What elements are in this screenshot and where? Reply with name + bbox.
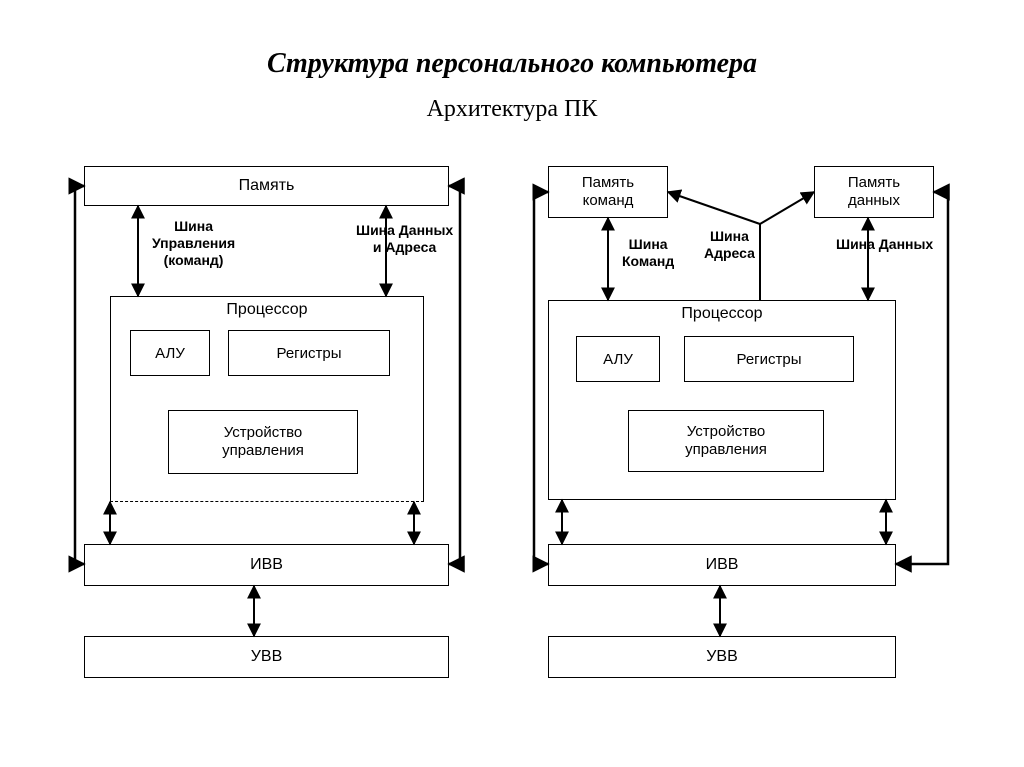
left-registers-box: Регистры — [228, 330, 390, 376]
right-uvv-label: УВВ — [706, 648, 738, 666]
right-processor-title: Процессор — [549, 305, 895, 323]
left-processor-title: Процессор — [111, 301, 423, 319]
left-alu-box: АЛУ — [130, 330, 210, 376]
right-bus-data-label: Шина Данных — [836, 236, 933, 253]
right-registers-box: Регистры — [684, 336, 854, 382]
right-arrow-addr-to-data — [760, 192, 814, 224]
left-uvv-label: УВВ — [251, 648, 283, 666]
right-mem-cmd-label: Память команд — [582, 174, 634, 210]
right-mem-cmd-box: Память команд — [548, 166, 668, 218]
left-memory-box: Память — [84, 166, 449, 206]
right-bus-cmd-label: Шина Команд — [622, 236, 674, 270]
page-subtitle: Архитектура ПК — [0, 96, 1024, 123]
right-alu-label: АЛУ — [603, 351, 633, 368]
right-arrow-addr-to-cmd — [668, 192, 760, 224]
left-memory-label: Память — [239, 177, 295, 195]
left-bus-control-label: Шина Управления (команд) — [152, 218, 235, 268]
right-ivv-box: ИВВ — [548, 544, 896, 586]
diagram-stage: Структура персонального компьютера Архит… — [0, 0, 1024, 767]
left-uvv-box: УВВ — [84, 636, 449, 678]
right-alu-box: АЛУ — [576, 336, 660, 382]
left-registers-label: Регистры — [276, 345, 341, 362]
left-arrow-outer-left — [75, 186, 84, 564]
right-registers-label: Регистры — [736, 351, 801, 368]
right-control-unit-label: Устройство управления — [685, 423, 767, 459]
left-control-unit-box: Устройство управления — [168, 410, 358, 474]
right-uvv-box: УВВ — [548, 636, 896, 678]
left-alu-label: АЛУ — [155, 345, 185, 362]
right-ivv-label: ИВВ — [706, 556, 739, 574]
right-arrow-outer-left — [534, 192, 548, 564]
right-bus-addr-label: Шина Адреса — [704, 228, 755, 262]
right-mem-data-label: Память данных — [848, 174, 900, 210]
page-title: Структура персонального компьютера — [0, 48, 1024, 80]
left-control-unit-label: Устройство управления — [222, 424, 304, 460]
left-bus-data-label: Шина Данных и Адреса — [356, 222, 453, 256]
left-ivv-label: ИВВ — [250, 556, 283, 574]
left-ivv-box: ИВВ — [84, 544, 449, 586]
right-control-unit-box: Устройство управления — [628, 410, 824, 472]
right-mem-data-box: Память данных — [814, 166, 934, 218]
